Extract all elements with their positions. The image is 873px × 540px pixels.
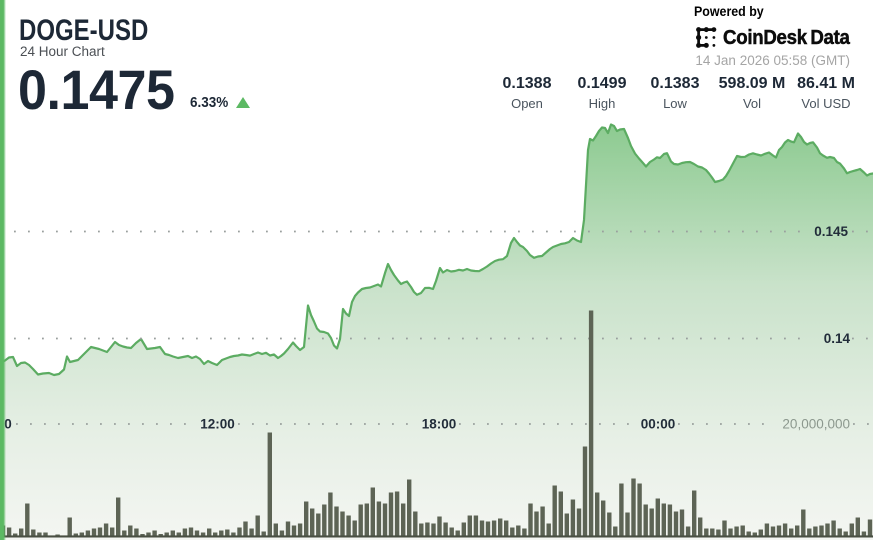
- svg-text:0.14: 0.14: [824, 331, 851, 346]
- svg-text:00:00: 00:00: [641, 417, 676, 432]
- svg-text:12:00: 12:00: [200, 417, 235, 432]
- svg-text:0.145: 0.145: [814, 224, 848, 239]
- svg-text:0: 0: [4, 417, 12, 432]
- svg-text:18:00: 18:00: [422, 417, 457, 432]
- svg-text:20,000,000: 20,000,000: [782, 417, 850, 432]
